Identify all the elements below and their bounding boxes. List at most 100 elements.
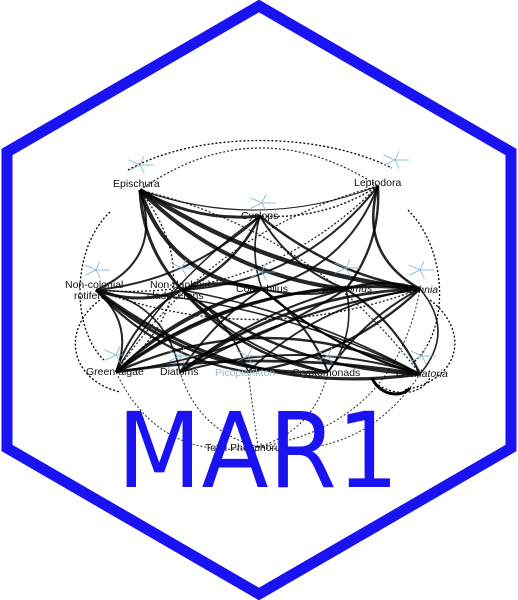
network-edges: [74, 139, 456, 450]
plankton-sketch-stroke: [421, 355, 427, 365]
plankton-sketch-stroke: [104, 354, 117, 361]
network-edge: [115, 285, 421, 374]
network-edge: [115, 359, 421, 376]
network-edge: [95, 288, 421, 321]
logo-title: MAR1: [117, 390, 399, 512]
network-edge: [115, 189, 175, 373]
network-edge: [115, 336, 421, 376]
network-edge: [138, 188, 347, 291]
network-loop-edge: [74, 299, 121, 393]
network-edge: [345, 288, 421, 375]
node-noncolonial-line2: rotifers: [74, 290, 106, 302]
network-edge: [261, 185, 379, 290]
plankton-sketch-stroke: [247, 355, 253, 365]
node-nondaphnid: Non-daphnid: [150, 279, 210, 291]
plankton-sketch-stroke: [250, 197, 263, 204]
node-picoplankton: Picoplankton: [215, 367, 275, 379]
oscillatoria-self-loop: [370, 377, 412, 396]
plankton-sketch-stroke: [394, 159, 400, 169]
network-edge: [371, 185, 421, 291]
network-edge: [95, 185, 379, 293]
plankton-sketch-stroke: [236, 350, 249, 357]
node-oscillatoria: Oscillatoria: [396, 368, 448, 380]
network-edge: [419, 288, 439, 375]
network-edge: [95, 289, 181, 373]
network-edge: [179, 354, 421, 375]
network-edge: [95, 215, 261, 291]
network-edge: [257, 371, 329, 448]
network-loop-edge: [79, 211, 111, 361]
plankton-sketch-stroke: [334, 262, 347, 269]
plankton-sketch-stroke: [250, 271, 263, 278]
plankton-sketch-stroke: [168, 355, 181, 362]
plankton-sketch-stroke: [421, 347, 427, 357]
node-cryptomonads: Cryptomonads: [292, 367, 360, 379]
network-edge: [139, 185, 379, 211]
plankton-sketch-stroke: [115, 354, 121, 364]
network-edge: [181, 185, 379, 291]
plankton-sketch-stroke: [95, 261, 101, 271]
plankton-sketch-stroke: [168, 350, 181, 357]
node-daphnia: Daphnia: [399, 284, 438, 296]
plankton-sketch-stroke: [383, 154, 396, 161]
node-noncolonial: Non-colonial: [65, 279, 123, 291]
network-edge: [181, 289, 329, 374]
plankton-sketch-stroke: [419, 261, 425, 271]
network-node-labels: Epischura Leptodora Cyclops Non-colonial…: [65, 177, 448, 454]
plankton-sketch-stroke: [394, 151, 400, 161]
plankton-sketch-stroke: [410, 350, 423, 357]
plankton-sketch-stroke: [128, 164, 141, 171]
network-edge: [247, 288, 421, 374]
plankton-sketch-stroke: [250, 202, 263, 209]
plankton-sketch-stroke: [419, 269, 425, 279]
node-greenalgae: Green algae: [86, 366, 144, 378]
network-edge: [327, 288, 350, 373]
plankton-sketch-stroke: [179, 347, 185, 357]
network-edge: [181, 215, 262, 292]
plankton-sketch-stroke: [408, 269, 421, 276]
plankton-sketch-stroke: [84, 269, 97, 276]
plankton-sketch-stroke: [316, 355, 329, 362]
plankton-sketch-stroke: [247, 347, 253, 357]
plankton-sketch-stroke: [261, 194, 267, 204]
network-edge: [345, 185, 380, 290]
plankton-sketch-stroke: [170, 267, 183, 274]
node-leptodora: Leptodora: [354, 177, 401, 189]
network-edge: [247, 371, 259, 448]
network-edge: [115, 215, 261, 373]
plankton-sketch-stroke: [181, 259, 187, 269]
network-edge: [261, 288, 421, 375]
plankton-sketch-stroke: [327, 355, 333, 365]
network-edge: [115, 287, 263, 373]
network-edge: [257, 373, 421, 450]
network-edge: [138, 189, 184, 292]
network-loop-edge: [403, 299, 456, 391]
node-conochilus: Conochilus: [236, 283, 288, 295]
network-edge: [181, 289, 421, 375]
plankton-sketch-stroke: [327, 347, 333, 357]
plankton-sketch-stroke: [261, 202, 267, 212]
node-cyclops: Cyclops: [241, 210, 278, 222]
plankton-sketch-stroke: [139, 164, 145, 174]
node-phosphorus: Total Phosphorus: [205, 442, 286, 454]
plankton-sketch-stroke: [383, 159, 396, 166]
network-edge: [254, 215, 263, 290]
network-edge: [179, 371, 259, 448]
network-edge: [181, 282, 263, 292]
network-edge: [259, 185, 379, 218]
plankton-sketch-stroke: [408, 264, 421, 271]
plankton-sketch-stroke: [261, 271, 267, 281]
network-loop-edge: [371, 377, 431, 394]
plankton-sketch-stroke: [410, 355, 423, 362]
plankton-sketch-stroke: [128, 159, 141, 166]
plankton-sketch-stroke: [84, 264, 97, 271]
network-edge: [95, 289, 249, 374]
network-edge: [115, 288, 263, 373]
plankton-sketch-stroke: [170, 262, 183, 269]
plankton-sketch-stroke: [345, 267, 351, 277]
network-edge: [181, 288, 421, 376]
plankton-sketch-stroke: [104, 349, 117, 356]
plankton-sketch-stroke: [261, 263, 267, 273]
plankton-sketch-stroke: [316, 350, 329, 357]
